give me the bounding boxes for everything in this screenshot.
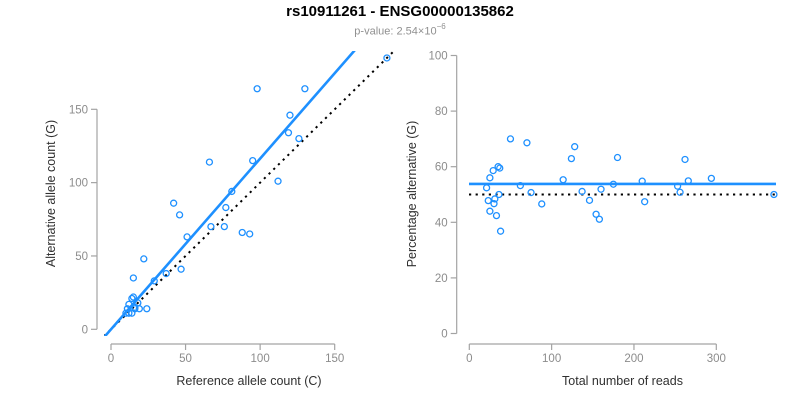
data-point bbox=[496, 227, 505, 235]
data-point bbox=[123, 305, 132, 313]
data-point bbox=[585, 196, 594, 204]
data-point bbox=[770, 190, 778, 199]
data-point bbox=[128, 294, 136, 303]
data-point bbox=[131, 305, 139, 313]
data-point bbox=[495, 190, 503, 199]
y-axis-title: Percentage alternative (G) bbox=[405, 121, 419, 268]
data-point bbox=[129, 274, 138, 282]
data-point bbox=[175, 211, 184, 219]
plot-subtitle: p-value: 2.54×10−6 bbox=[0, 22, 800, 38]
y-tick-label: 0 bbox=[82, 324, 88, 336]
data-point bbox=[125, 300, 133, 309]
y-tick-label: 80 bbox=[435, 106, 448, 118]
x-axis-title: Reference allele count (C) bbox=[176, 374, 321, 388]
ref-vs-alt-panel: 0 50 100 150 0 50 100 150 Reference allele count… bbox=[44, 51, 394, 388]
data-point bbox=[162, 269, 170, 278]
data-point bbox=[641, 198, 649, 206]
data-point bbox=[681, 155, 689, 164]
data-point bbox=[286, 111, 294, 119]
plot-title: rs10911261 - ENSG00000135862 bbox=[286, 3, 514, 20]
data-point bbox=[597, 185, 605, 193]
x-axis-title: Total number of reads bbox=[562, 374, 683, 388]
data-point bbox=[490, 200, 498, 208]
y-tick-label: 100 bbox=[429, 51, 448, 63]
data-point bbox=[222, 203, 230, 212]
data-point bbox=[383, 54, 391, 62]
data-point bbox=[578, 187, 586, 196]
data-point bbox=[676, 188, 684, 196]
data-point bbox=[253, 85, 261, 93]
pvalue-prefix: p-value: bbox=[354, 25, 397, 38]
data-point bbox=[249, 156, 257, 165]
y-tick-label: 100 bbox=[69, 178, 88, 190]
data-point bbox=[489, 166, 497, 175]
data-point bbox=[220, 222, 228, 231]
data-point bbox=[571, 143, 579, 151]
x-tick-label: 0 bbox=[466, 353, 472, 365]
data-point bbox=[527, 188, 535, 197]
data-point bbox=[613, 153, 622, 162]
data-point bbox=[238, 228, 246, 237]
data-point bbox=[595, 215, 604, 223]
data-point bbox=[274, 177, 282, 185]
data-point bbox=[538, 200, 546, 208]
pvalue-exponent: −6 bbox=[436, 22, 446, 31]
data-point bbox=[183, 233, 191, 241]
y-tick-label: 20 bbox=[435, 273, 448, 285]
data-point bbox=[494, 163, 502, 171]
x-tick-label: 150 bbox=[325, 353, 344, 365]
data-point bbox=[169, 199, 178, 207]
data-point bbox=[129, 293, 138, 301]
x-tick-label: 0 bbox=[108, 353, 114, 365]
data-point bbox=[482, 184, 491, 192]
y-axis-title: Alternative allele count (G) bbox=[44, 120, 58, 267]
data-point bbox=[246, 230, 254, 238]
data-point bbox=[207, 222, 215, 231]
data-point bbox=[506, 135, 515, 143]
data-point bbox=[150, 277, 158, 285]
data-point bbox=[177, 265, 185, 273]
y-tick-label: 50 bbox=[75, 251, 88, 263]
data-point bbox=[491, 195, 499, 203]
data-point bbox=[228, 187, 236, 196]
x-tick-label: 300 bbox=[707, 353, 726, 365]
y-tick-label: 40 bbox=[435, 217, 448, 229]
data-point bbox=[284, 129, 293, 137]
x-tick-label: 100 bbox=[542, 353, 561, 365]
data-point bbox=[295, 134, 303, 143]
regression-line bbox=[104, 51, 356, 336]
pvalue-mantissa: 2.54×10 bbox=[396, 25, 437, 38]
data-point bbox=[205, 158, 214, 166]
data-point bbox=[638, 177, 646, 185]
data-point bbox=[140, 255, 148, 263]
data-point bbox=[486, 207, 494, 215]
y-tick-label: 0 bbox=[441, 329, 447, 341]
data-point bbox=[135, 305, 143, 313]
y-tick-label: 60 bbox=[435, 162, 448, 174]
data-point bbox=[523, 139, 531, 147]
data-point bbox=[559, 176, 567, 184]
x-tick-label: 200 bbox=[624, 353, 643, 365]
data-point bbox=[496, 164, 504, 172]
data-point bbox=[301, 85, 309, 93]
data-point bbox=[516, 181, 524, 190]
x-tick-label: 100 bbox=[251, 353, 270, 365]
data-point bbox=[673, 182, 682, 190]
data-point bbox=[567, 154, 576, 163]
data-point bbox=[484, 196, 492, 205]
x-tick-label: 50 bbox=[179, 353, 192, 365]
data-point bbox=[684, 177, 692, 185]
data-point bbox=[707, 174, 716, 183]
data-point bbox=[125, 309, 133, 317]
data-point bbox=[492, 211, 501, 220]
data-point bbox=[486, 174, 494, 182]
data-point bbox=[592, 210, 600, 218]
data-point bbox=[143, 305, 151, 313]
identity-line bbox=[104, 51, 394, 336]
data-point bbox=[609, 180, 618, 188]
y-tick-label: 150 bbox=[69, 104, 88, 116]
